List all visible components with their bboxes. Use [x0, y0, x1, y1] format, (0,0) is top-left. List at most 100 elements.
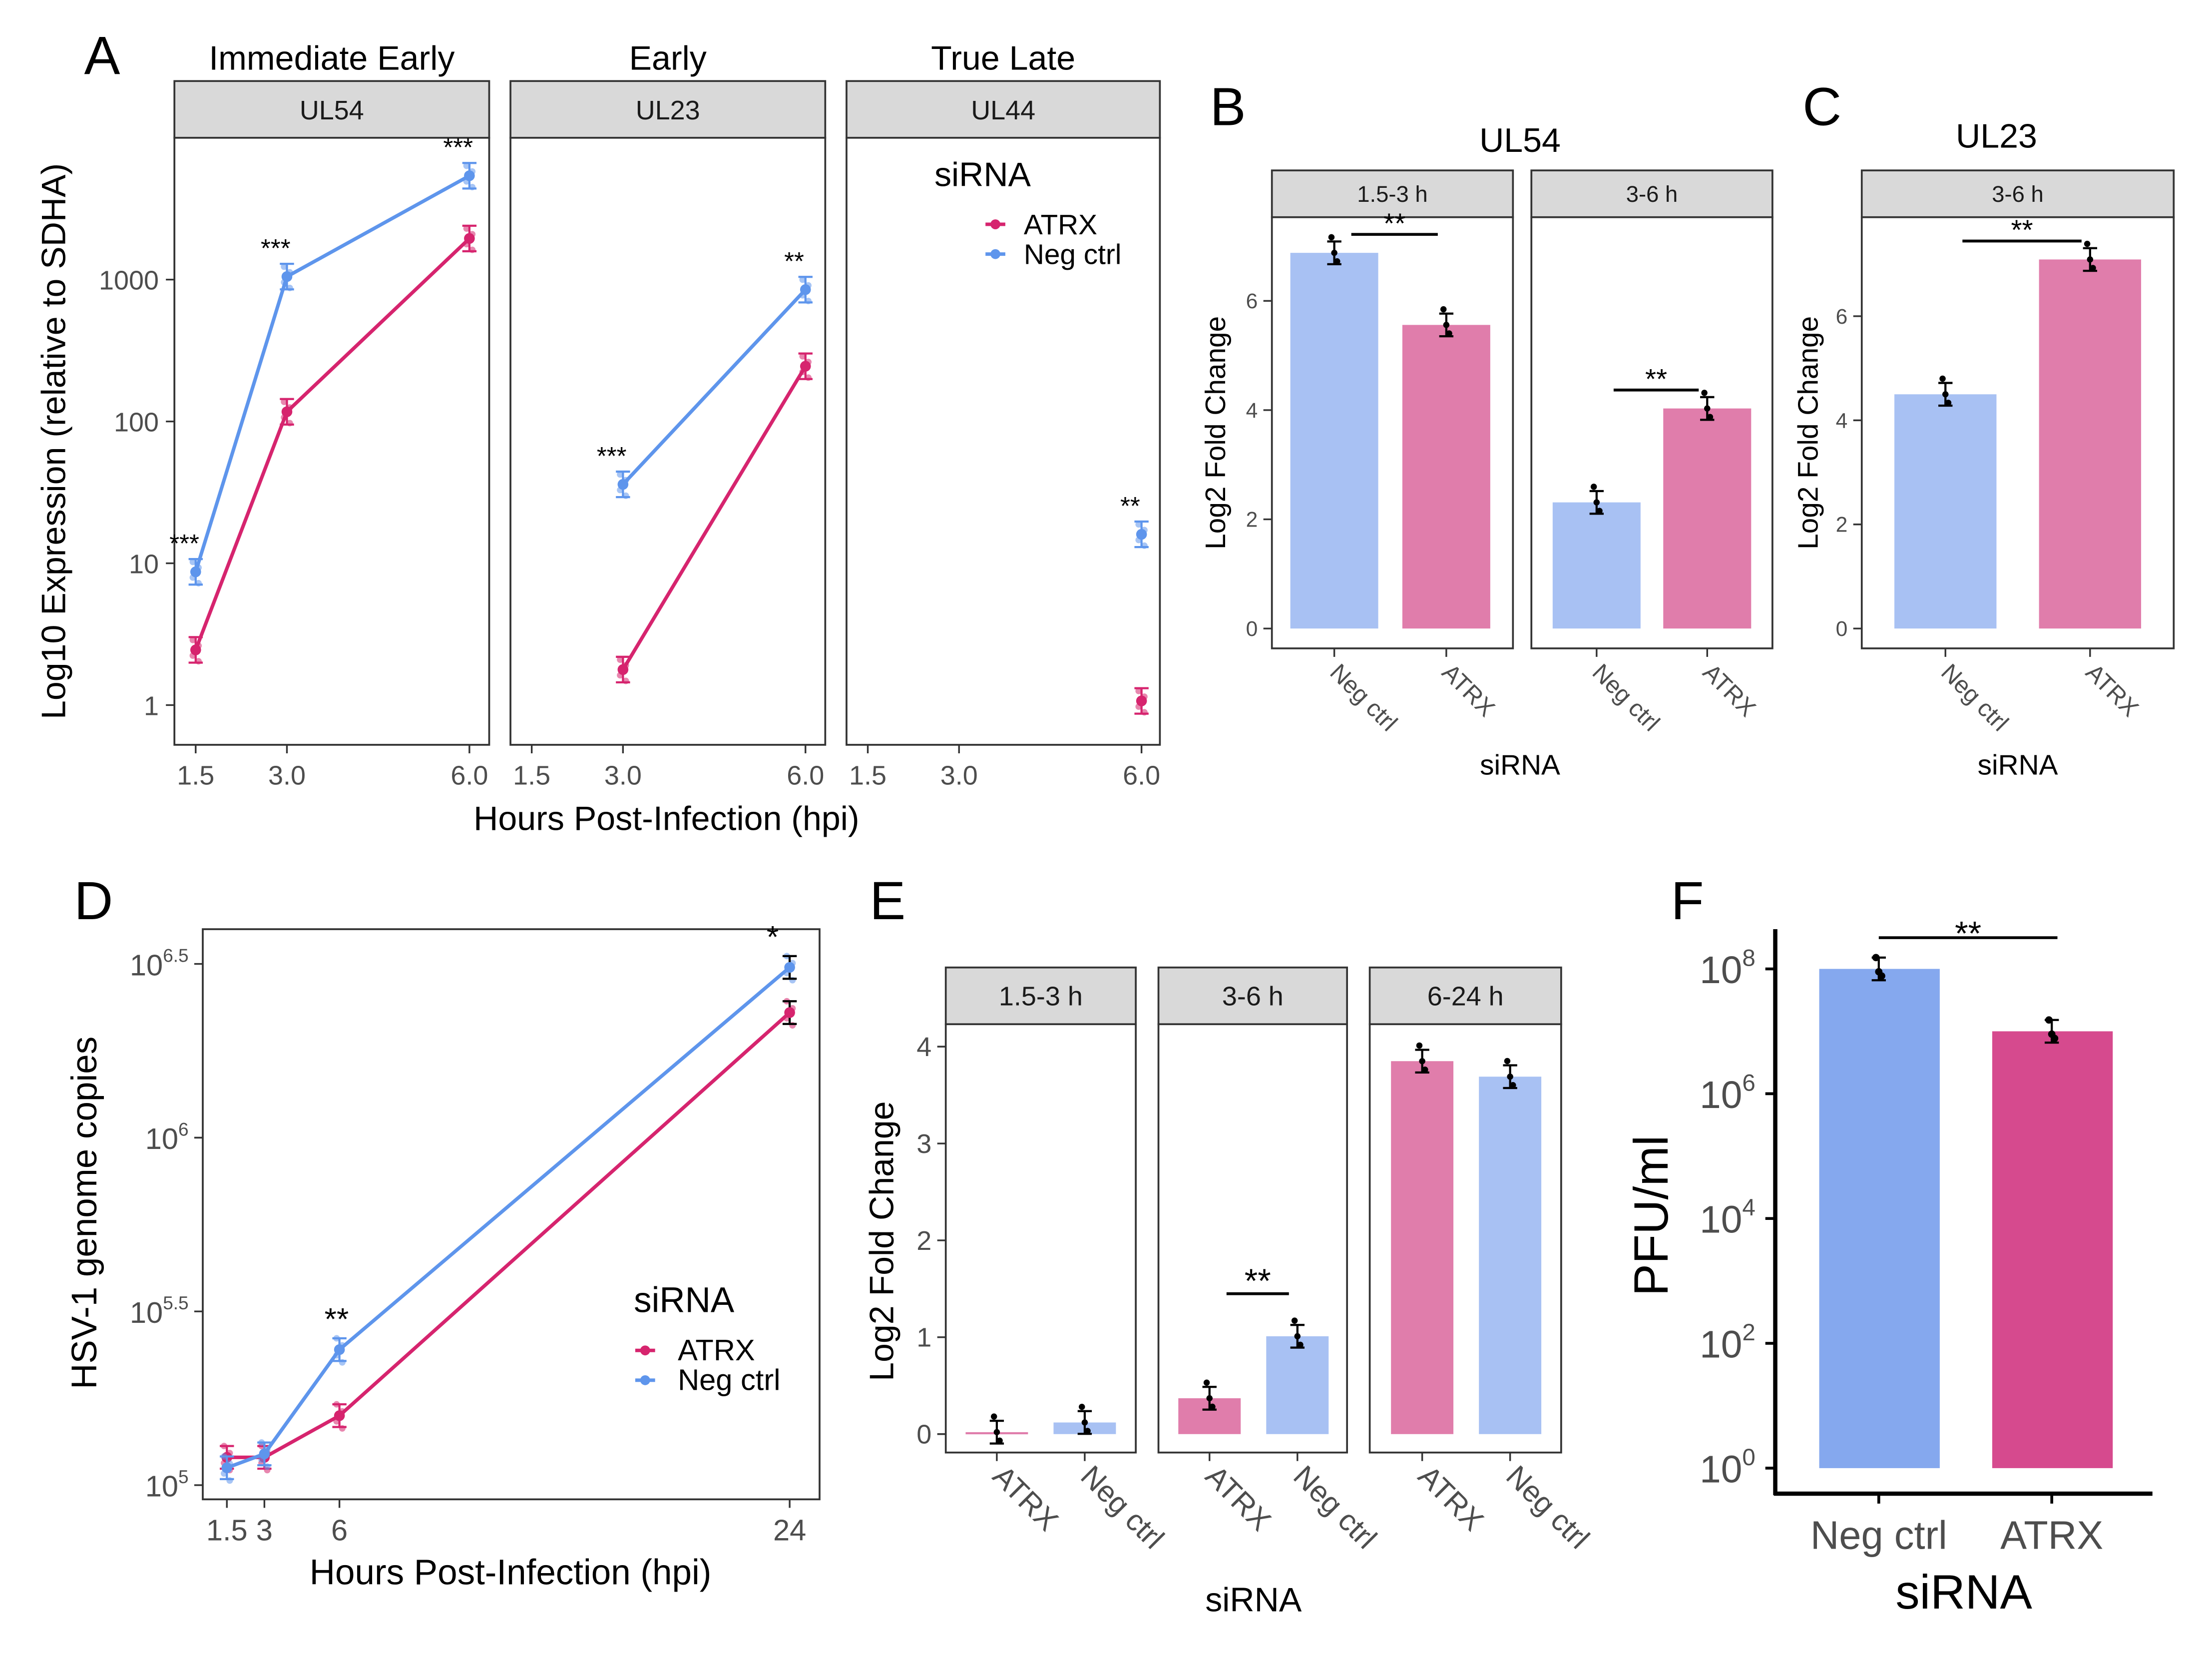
- x-tick-label: ATRX: [1412, 1459, 1490, 1538]
- x-tick-label: 1.5: [849, 760, 886, 790]
- data-point: [334, 1344, 345, 1355]
- replicate-point: [1507, 1073, 1513, 1080]
- replicate-point: [1939, 375, 1946, 382]
- bar-atrx: [1391, 1061, 1454, 1434]
- bar-atrx: [1992, 1031, 2113, 1468]
- data-point: [190, 566, 201, 577]
- y-tick-label: 0: [916, 1420, 931, 1450]
- x-tick-label: 6.0: [450, 760, 488, 790]
- legend-key-point: [990, 219, 1000, 229]
- replicate-point: [993, 1429, 1000, 1436]
- significance-label: **: [1383, 208, 1405, 239]
- y-axis-label: HSV-1 genome copies: [65, 1037, 104, 1389]
- tick-base: 10: [145, 1470, 178, 1503]
- panel-label-E: E: [870, 870, 905, 931]
- y-tick-label: 4: [1836, 409, 1848, 433]
- tick-exponent: 6.5: [163, 945, 188, 966]
- legend-key-point: [640, 1375, 650, 1385]
- significance-label: ***: [443, 133, 473, 161]
- x-axis-label: Hours Post-Infection (hpi): [310, 1553, 712, 1593]
- legend-entry: Neg ctrl: [678, 1363, 780, 1397]
- legend-entry: ATRX: [1024, 209, 1097, 241]
- y-tick-label: 3: [916, 1129, 931, 1159]
- data-point: [800, 284, 811, 295]
- replicate-point: [2084, 240, 2091, 247]
- data-point: [281, 271, 293, 282]
- facet-strip-label: UL23: [636, 95, 700, 125]
- data-point: [190, 644, 201, 655]
- panel-label-F: F: [1671, 870, 1704, 931]
- significance-label: **: [1120, 492, 1140, 520]
- legend-key-point: [640, 1345, 650, 1356]
- facet-strip: [1157, 966, 1348, 1026]
- data-point: [617, 479, 629, 490]
- x-tick-label: Neg ctrl: [1500, 1459, 1596, 1556]
- y-tick-label: 105: [145, 1467, 189, 1503]
- panel-label-C: C: [1802, 76, 1841, 136]
- y-axis-label: Log2 Fold Change: [1200, 316, 1232, 550]
- bar-neg-ctrl: [1819, 969, 1940, 1468]
- data-point: [281, 406, 293, 418]
- replicate-point: [2087, 256, 2094, 263]
- x-tick-label: 3.0: [940, 760, 978, 790]
- replicate-point: [1422, 1066, 1428, 1073]
- facet-strip-label: 3-6 h: [1992, 181, 2044, 207]
- tick-exponent: 5.5: [163, 1293, 188, 1313]
- replicate-point: [1419, 1058, 1425, 1065]
- replicate-point: [1331, 249, 1337, 256]
- facet-strip-label: 3-6 h: [1626, 181, 1678, 207]
- x-axis-label: siRNA: [1978, 750, 2058, 781]
- replicate-point: [617, 656, 624, 663]
- tick-base: 10: [145, 1122, 178, 1155]
- facet-strip-label: 3-6 h: [1222, 981, 1284, 1011]
- x-tick-label: 1.5: [177, 760, 214, 790]
- facet-strip: [1271, 169, 1514, 218]
- tick-exponent: 4: [1742, 1194, 1755, 1221]
- y-tick-label: 102: [1700, 1319, 1756, 1366]
- y-tick-label: 0: [1836, 617, 1848, 641]
- facet-strip-label: 1.5-3 h: [1357, 181, 1427, 207]
- replicate-point: [1942, 391, 1949, 398]
- significance-label: **: [2011, 215, 2033, 246]
- replicate-point: [281, 398, 288, 405]
- series-line-neg-ctrl: [226, 966, 791, 1470]
- x-tick-label: Neg ctrl: [1936, 659, 2014, 737]
- replicate-point: [1297, 1341, 1304, 1348]
- replicate-point: [799, 276, 806, 283]
- replicate-point: [799, 353, 806, 360]
- facet-strip: [173, 80, 490, 139]
- replicate-point: [1291, 1317, 1298, 1324]
- replicate-point: [1593, 499, 1600, 506]
- y-tick-label: 1: [916, 1323, 931, 1353]
- replicate-point: [1334, 258, 1340, 265]
- facet-strip: [1530, 169, 1773, 218]
- series-line-atrx: [621, 365, 807, 671]
- x-tick-label: 1.5: [513, 760, 550, 790]
- significance-label: ***: [169, 529, 199, 558]
- y-tick-label: 106.5: [130, 945, 189, 982]
- significance-label: *: [767, 920, 779, 955]
- y-axis-label: Log10 Expression (relative to SDHA): [35, 163, 73, 719]
- y-axis-label: Log2 Fold Change: [863, 1101, 901, 1381]
- panel-label-B: B: [1210, 76, 1246, 136]
- data-point: [617, 664, 629, 675]
- x-tick-label: ATRX: [1437, 659, 1500, 722]
- x-tick-label: Neg ctrl: [1587, 659, 1665, 737]
- x-axis-label: siRNA: [1480, 750, 1560, 781]
- x-tick-label: Neg ctrl: [1287, 1459, 1383, 1556]
- data-point: [259, 1448, 270, 1460]
- replicate-point: [617, 471, 624, 478]
- replicate-point: [1504, 1058, 1511, 1065]
- tick-base: 10: [1700, 949, 1742, 992]
- replicate-point: [1510, 1082, 1516, 1089]
- tick-base: 10: [1700, 1199, 1742, 1241]
- data-point: [334, 1410, 345, 1421]
- tick-base: 10: [1700, 1323, 1742, 1366]
- replicate-point: [1135, 521, 1142, 528]
- bar-neg-ctrl: [1266, 1336, 1329, 1434]
- tick-exponent: 5: [178, 1467, 189, 1487]
- replicate-point: [996, 1437, 1003, 1444]
- x-axis-label: Hours Post-Infection (hpi): [473, 799, 859, 837]
- legend-key-point: [990, 249, 1000, 259]
- replicate-point: [1416, 1042, 1423, 1049]
